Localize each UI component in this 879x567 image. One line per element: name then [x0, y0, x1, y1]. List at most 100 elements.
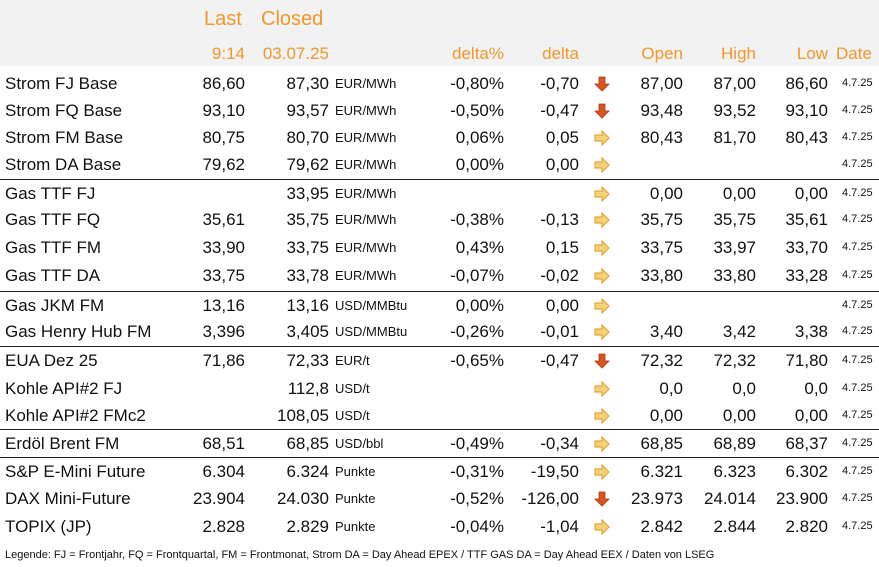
cell-pct: -0,50% [450, 101, 504, 120]
cell-unit: EUR/MWh [335, 240, 397, 255]
cell-name: Erdöl Brent FM [5, 434, 120, 453]
cell-pct: -0,07% [450, 266, 504, 285]
table-row: TOPIX (JP) 2.828 2.829 Punkte -0,04% -1,04 2.8… [0, 513, 879, 540]
table-row: Erdöl Brent FM 68,51 68,85 USD/bbl -0,49% -0,… [0, 429, 879, 457]
cell-name: Gas Henry Hub FM [5, 322, 152, 341]
cell-last: 23.904 [193, 489, 245, 508]
cell-last: 2.828 [202, 517, 245, 536]
cell-pct: -0,65% [450, 351, 504, 370]
cell-last: 68,51 [202, 434, 245, 453]
cell-pct: -0,31% [450, 462, 504, 481]
cell-closed: 24.030 [277, 489, 329, 508]
cell-delta: -19,50 [530, 462, 579, 481]
cell-closed: 93,57 [286, 101, 329, 120]
cell-pct: -0,04% [450, 517, 504, 536]
cell-date: 4.7.25 [842, 409, 873, 421]
table-row: Gas JKM FM 13,16 13,16 USD/MMBtu 0,00% 0,00 4.… [0, 291, 879, 319]
cell-delta: -1,04 [540, 517, 579, 536]
arrow-right-icon [593, 292, 611, 319]
arrow-right-icon [593, 234, 611, 261]
cell-name: Strom FJ Base [5, 74, 118, 93]
cell-pct: 0,43% [455, 238, 504, 257]
cell-unit: USD/t [335, 381, 370, 396]
header-last: Last [204, 8, 242, 30]
arrow-down-icon [593, 70, 611, 97]
cell-last: 33,90 [202, 238, 245, 257]
cell-unit: EUR/MWh [335, 103, 397, 118]
cell-delta: 0,15 [545, 238, 579, 257]
cell-open: 33,80 [640, 266, 683, 285]
cell-delta: -0,01 [540, 322, 579, 341]
table-row: Gas TTF FM 33,90 33,75 EUR/MWh 0,43% 0,15 33,7… [0, 234, 879, 261]
cell-delta: 0,05 [545, 128, 579, 147]
cell-high: 33,97 [713, 238, 756, 257]
cell-last: 35,61 [202, 210, 245, 229]
cell-high: 68,89 [713, 434, 756, 453]
cell-date: 4.7.25 [842, 492, 873, 504]
cell-low: 86,60 [785, 74, 828, 93]
cell-pct: -0,26% [450, 322, 504, 341]
cell-open: 6.321 [640, 462, 683, 481]
table-header: Last Closed 9:14 03.07.25 delta% delta O… [0, 0, 879, 66]
cell-low: 35,61 [785, 210, 828, 229]
cell-name: Strom FQ Base [5, 101, 123, 120]
cell-closed: 72,33 [286, 351, 329, 370]
header-delta-pct: delta% [452, 44, 504, 63]
cell-open: 35,75 [640, 210, 683, 229]
cell-delta: -126,00 [521, 489, 579, 508]
cell-unit: EUR/MWh [335, 268, 397, 283]
arrow-right-icon [593, 151, 611, 178]
cell-date: 4.7.25 [842, 325, 873, 337]
table-row: Gas Henry Hub FM 3,396 3,405 USD/MMBtu -0,26… [0, 318, 879, 345]
cell-low: 0,00 [794, 184, 828, 203]
arrow-right-icon [593, 458, 611, 485]
cell-open: 23.973 [631, 489, 683, 508]
table-row: S&P E-Mini Future 6.304 6.324 Punkte -0,31% -… [0, 457, 879, 485]
cell-open: 87,00 [640, 74, 683, 93]
cell-high: 93,52 [713, 101, 756, 120]
cell-high: 2.844 [713, 517, 756, 536]
arrow-right-icon [593, 206, 611, 233]
cell-open: 72,32 [640, 351, 683, 370]
table-row: Kohle API#2 FMc2 108,05 USD/t 0,00 0,00 0,00 4… [0, 402, 879, 429]
arrow-right-icon [593, 430, 611, 457]
table-row: EUA Dez 25 71,86 72,33 EUR/t -0,65% -0,47 72,3… [0, 346, 879, 374]
cell-high: 24.014 [704, 489, 756, 508]
cell-closed: 13,16 [286, 296, 329, 315]
cell-closed: 3,405 [286, 322, 329, 341]
cell-unit: EUR/MWh [335, 212, 397, 227]
cell-delta: -0,70 [540, 74, 579, 93]
cell-delta: -0,13 [540, 210, 579, 229]
cell-high: 6.323 [713, 462, 756, 481]
table-row: Strom FM Base 80,75 80,70 EUR/MWh 0,06% 0,05 8… [0, 124, 879, 151]
arrow-down-icon [593, 485, 611, 512]
cell-date: 4.7.25 [842, 213, 873, 225]
cell-high: 35,75 [713, 210, 756, 229]
header-low: Low [796, 44, 828, 63]
table-row: Strom FJ Base 86,60 87,30 EUR/MWh -0,80% -0,7… [0, 70, 879, 97]
cell-delta: -0,02 [540, 266, 579, 285]
cell-date: 4.7.25 [842, 382, 873, 394]
cell-date: 4.7.25 [842, 104, 873, 116]
cell-pct: -0,80% [450, 74, 504, 93]
cell-closed: 33,78 [286, 266, 329, 285]
cell-last: 33,75 [202, 266, 245, 285]
arrow-right-icon [593, 180, 611, 207]
cell-open: 0,00 [649, 184, 683, 203]
cell-name: Strom DA Base [5, 155, 122, 174]
cell-unit: EUR/MWh [335, 130, 397, 145]
cell-name: S&P E-Mini Future [5, 462, 146, 481]
cell-unit: Punkte [335, 519, 376, 534]
cell-pct: -0,49% [450, 434, 504, 453]
cell-open: 68,85 [640, 434, 683, 453]
cell-date: 4.7.25 [842, 354, 873, 366]
arrow-right-icon [593, 262, 611, 289]
cell-name: TOPIX (JP) [5, 517, 92, 536]
legend: Legende: FJ = Frontjahr, FQ = Frontquart… [5, 549, 715, 561]
cell-high: 72,32 [713, 351, 756, 370]
cell-date: 4.7.25 [842, 158, 873, 170]
arrow-right-icon [593, 375, 611, 402]
cell-high: 3,42 [722, 322, 756, 341]
header-closed-date: 03.07.25 [262, 44, 329, 63]
cell-low: 33,70 [785, 238, 828, 257]
